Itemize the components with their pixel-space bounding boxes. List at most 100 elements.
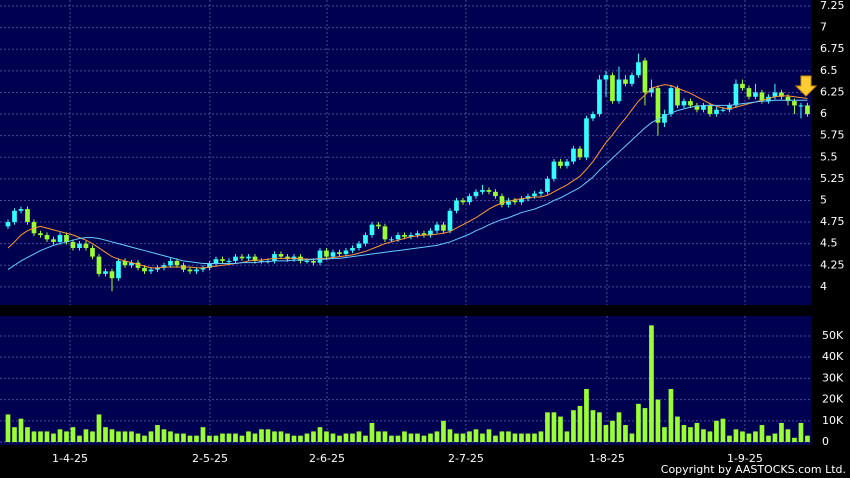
candle-body bbox=[538, 191, 544, 194]
volume-bar bbox=[675, 416, 680, 443]
candle-body bbox=[467, 196, 472, 203]
volume-bar bbox=[571, 410, 576, 443]
volume-bar bbox=[584, 388, 589, 443]
volume-bar bbox=[434, 431, 440, 443]
candle-body bbox=[434, 224, 440, 231]
volume-bar bbox=[226, 433, 232, 443]
volume-bar bbox=[168, 431, 173, 443]
volume-bar bbox=[532, 433, 537, 443]
y-tick-label: 5.25 bbox=[820, 172, 845, 185]
candle-body bbox=[174, 260, 180, 266]
volume-bar bbox=[759, 425, 765, 443]
volume-bar bbox=[415, 433, 420, 443]
candle-body bbox=[642, 60, 648, 93]
candle-body bbox=[226, 260, 232, 262]
volume-bar bbox=[805, 435, 810, 443]
candle-body bbox=[25, 209, 30, 223]
volume-bar bbox=[252, 433, 258, 443]
copyright: Copyright by AASTOCKS.com Ltd. bbox=[661, 463, 846, 476]
candle-body bbox=[304, 260, 310, 262]
volume-bar bbox=[720, 418, 726, 443]
candle-body bbox=[707, 105, 713, 115]
volume-bar bbox=[57, 429, 63, 443]
volume-bar bbox=[70, 427, 76, 443]
volume-bar bbox=[200, 427, 206, 443]
volume-bar bbox=[785, 429, 791, 443]
volume-bar bbox=[493, 435, 498, 443]
volume-bar bbox=[213, 435, 219, 443]
candle-body bbox=[701, 105, 706, 110]
candle-body bbox=[142, 267, 147, 272]
volume-bar bbox=[649, 325, 654, 443]
candle-body bbox=[51, 239, 56, 242]
y-tick-label: 4.5 bbox=[820, 237, 838, 250]
moving-average-line bbox=[7, 99, 808, 270]
candle-body bbox=[506, 200, 511, 205]
x-tick-label: 2-6-25 bbox=[309, 452, 345, 465]
candle-body bbox=[668, 88, 674, 115]
volume-bar bbox=[733, 429, 739, 443]
volume-bar bbox=[272, 431, 277, 443]
x-tick-label: 1-8-25 bbox=[589, 452, 625, 465]
candle-body bbox=[681, 101, 687, 106]
candle-body bbox=[213, 259, 219, 264]
volume-bar bbox=[421, 435, 427, 443]
volume-bar bbox=[5, 414, 11, 443]
volume-bar bbox=[116, 431, 121, 443]
volume-bar bbox=[12, 427, 17, 443]
moving-average-line bbox=[7, 84, 808, 269]
volume-bar bbox=[330, 433, 336, 443]
volume-bar bbox=[727, 435, 732, 443]
price-panel bbox=[0, 0, 812, 305]
candle-body bbox=[12, 210, 17, 223]
candle-body bbox=[590, 114, 596, 119]
y-tick-label: 6.75 bbox=[820, 42, 845, 55]
candle-body bbox=[421, 233, 427, 236]
candle-body bbox=[272, 254, 277, 261]
volume-bar bbox=[239, 435, 245, 443]
y-tick-label: 5 bbox=[820, 193, 827, 206]
candle-body bbox=[220, 259, 225, 261]
x-tick-label: 1-9-25 bbox=[727, 452, 763, 465]
volume-bar bbox=[616, 412, 622, 443]
candle-body bbox=[577, 148, 583, 158]
candle-body bbox=[486, 190, 492, 192]
candle-body bbox=[694, 105, 700, 110]
candle-body bbox=[623, 79, 628, 84]
candle-body bbox=[389, 239, 394, 241]
candle-body bbox=[402, 235, 407, 237]
candle-body bbox=[675, 88, 680, 106]
candle-body bbox=[168, 260, 173, 266]
latest-arrow bbox=[794, 75, 818, 97]
candle-body bbox=[64, 235, 69, 242]
candle-body bbox=[733, 83, 739, 106]
volume-bar bbox=[454, 433, 459, 443]
volume-bar bbox=[473, 429, 479, 443]
volume-bar bbox=[447, 429, 453, 443]
volume-bar bbox=[343, 433, 349, 443]
volume-bar bbox=[350, 433, 355, 443]
volume-bar bbox=[590, 410, 596, 443]
volume-bar bbox=[103, 427, 108, 443]
volume-bar bbox=[499, 431, 505, 443]
candle-body bbox=[460, 200, 466, 203]
candle-body bbox=[798, 105, 804, 107]
volume-bar bbox=[298, 435, 303, 443]
volume-bar bbox=[77, 435, 82, 443]
candle-body bbox=[18, 209, 24, 211]
volume-bar bbox=[285, 433, 290, 443]
volume-bar bbox=[779, 422, 784, 443]
candle-body bbox=[759, 92, 765, 102]
candle-body bbox=[233, 256, 238, 261]
candle-body bbox=[129, 262, 134, 266]
volume-tick-label: 30K bbox=[822, 371, 844, 384]
y-tick-label: 6 bbox=[820, 107, 827, 120]
volume-bar bbox=[389, 435, 394, 443]
candle-body bbox=[395, 235, 401, 240]
volume-bar bbox=[278, 431, 284, 443]
candle-body bbox=[564, 161, 570, 166]
candle-body bbox=[200, 267, 206, 270]
volume-bar bbox=[688, 427, 693, 443]
volume-bar bbox=[25, 427, 30, 443]
volume-bar bbox=[428, 433, 433, 443]
